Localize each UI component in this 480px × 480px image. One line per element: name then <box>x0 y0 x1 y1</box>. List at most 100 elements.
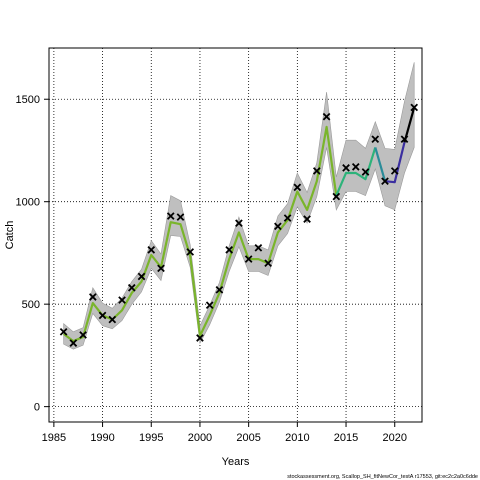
x-tick-label: 2015 <box>334 432 358 444</box>
y-tick-label: 0 <box>34 402 40 414</box>
marker-stroke <box>127 283 136 292</box>
marker-stroke <box>88 293 97 301</box>
marker-stroke <box>410 103 419 112</box>
estimate-segment <box>62 125 338 343</box>
observed-point <box>312 167 321 175</box>
observed-point <box>186 248 195 256</box>
marker-stroke <box>312 167 321 175</box>
observed-point <box>351 163 360 171</box>
marker-stroke <box>176 213 185 221</box>
marker-stroke <box>342 164 350 172</box>
observed-point <box>127 283 136 292</box>
estimate-segment <box>384 142 406 184</box>
y-tick-label: 500 <box>22 299 40 311</box>
marker-stroke <box>196 334 204 342</box>
estimate-line <box>62 107 416 343</box>
marker-stroke <box>274 222 282 231</box>
observed-point <box>332 192 341 201</box>
marker-stroke <box>254 243 263 252</box>
marker-stroke <box>381 177 389 186</box>
marker-stroke <box>69 339 78 347</box>
marker-stroke <box>147 246 156 254</box>
observed-point <box>264 259 272 268</box>
x-tick-label: 2000 <box>188 432 212 444</box>
marker-stroke <box>59 327 68 336</box>
observed-point <box>166 212 175 220</box>
estimate-segment <box>374 147 387 182</box>
marker-stroke <box>293 183 302 192</box>
marker-stroke <box>351 163 360 171</box>
x-tick-label: 2020 <box>382 432 406 444</box>
x-tick-label: 2005 <box>236 432 260 444</box>
observed-point <box>390 167 399 175</box>
y-axis: 0 500 1000 1500 <box>16 94 50 414</box>
marker-stroke <box>137 272 146 281</box>
x-tick-label: 1995 <box>139 432 163 444</box>
marker-stroke <box>264 259 272 268</box>
x-axis: 1985 1990 1995 2000 2005 2010 2015 2020 <box>42 421 407 444</box>
observed-point <box>381 177 389 186</box>
observed-point <box>342 164 350 172</box>
observed-point <box>371 135 380 144</box>
observed-point <box>293 183 302 192</box>
y-tick-label: 1000 <box>16 197 40 209</box>
observed-point <box>69 339 78 347</box>
marker-stroke <box>361 168 370 176</box>
observed-markers <box>59 103 419 347</box>
observed-point <box>205 301 214 310</box>
x-tick-label: 1985 <box>42 432 66 444</box>
x-axis-label: Years <box>222 456 250 468</box>
marker-stroke <box>400 135 409 144</box>
observed-point <box>322 112 331 121</box>
marker-stroke <box>166 212 175 220</box>
marker-stroke <box>79 331 87 339</box>
observed-point <box>400 135 409 144</box>
observed-point <box>108 315 117 324</box>
estimate-segment <box>335 147 377 197</box>
observed-point <box>303 215 311 223</box>
observed-point <box>244 255 253 263</box>
marker-stroke <box>157 264 165 273</box>
observed-point <box>274 222 282 231</box>
observed-point <box>147 246 156 254</box>
observed-point <box>79 331 87 339</box>
x-tick-label: 2010 <box>285 432 309 444</box>
observed-point <box>137 272 146 281</box>
footnote: stockassessment.org, Scallop_SH_fitNewCo… <box>287 474 478 480</box>
x-tick-label: 1990 <box>90 432 114 444</box>
marker-stroke <box>235 219 243 228</box>
marker-stroke <box>332 192 341 201</box>
observed-point <box>254 243 263 252</box>
marker-stroke <box>215 285 224 294</box>
observed-point <box>88 293 97 301</box>
observed-point <box>225 246 234 254</box>
observed-point <box>59 327 68 336</box>
observed-point <box>235 219 243 228</box>
observed-point <box>157 264 165 273</box>
marker-stroke <box>244 255 253 263</box>
observed-point <box>361 168 370 176</box>
observed-point <box>118 296 126 304</box>
observed-point <box>176 213 185 221</box>
marker-stroke <box>98 311 107 320</box>
marker-stroke <box>283 214 292 222</box>
marker-stroke <box>390 167 399 175</box>
observed-point <box>410 103 419 112</box>
marker-stroke <box>118 296 126 304</box>
observed-point <box>196 334 204 342</box>
marker-stroke <box>303 215 311 223</box>
confidence-band <box>63 62 415 350</box>
marker-stroke <box>225 246 234 254</box>
observed-point <box>98 311 107 320</box>
grid-lines <box>49 48 422 422</box>
observed-point <box>283 214 292 222</box>
marker-stroke <box>205 301 214 310</box>
y-axis-label: Catch <box>4 221 16 250</box>
y-tick-label: 1500 <box>16 94 40 106</box>
marker-stroke <box>186 248 195 256</box>
observed-point <box>215 285 224 294</box>
marker-stroke <box>322 112 331 121</box>
marker-stroke <box>108 315 117 324</box>
marker-stroke <box>371 135 380 144</box>
